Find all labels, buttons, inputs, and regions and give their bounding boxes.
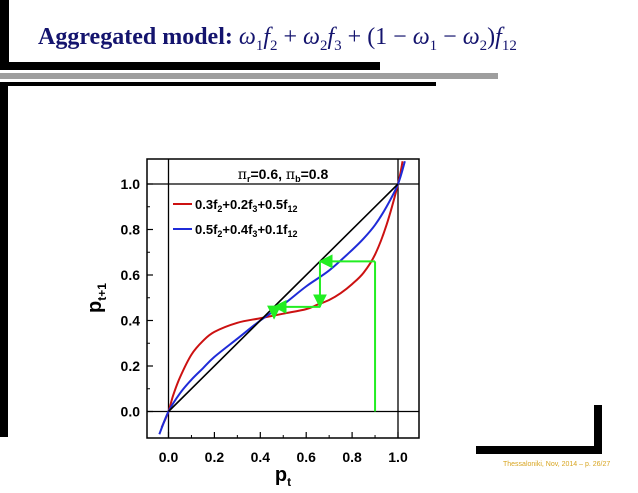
y-tick-label-5: 1.0 bbox=[121, 176, 141, 192]
y-tick-label-3: 0.6 bbox=[121, 267, 141, 283]
slide-title: Aggregated model: ω1f2 + ω2f3 + (1 − ω1 −… bbox=[38, 22, 618, 61]
series-line-red bbox=[160, 161, 404, 428]
legend: πr=0.6, πb=0.8 0.3f2+0.2f3+0.5f12 0.5f2+… bbox=[173, 166, 328, 239]
legend-title: πr=0.6, πb=0.8 bbox=[238, 166, 329, 184]
diagonal-line bbox=[167, 183, 399, 413]
title-formula: ω1f2 + ω2f3 + (1 − ω1 − ω2)f12 bbox=[238, 24, 517, 54]
x-axis-label: pt bbox=[275, 464, 291, 489]
x-tick-label-2: 0.4 bbox=[251, 449, 271, 465]
y-tick-label-4: 0.8 bbox=[121, 222, 141, 238]
frame-top-horizontal bbox=[0, 62, 380, 70]
x-tick-label-1: 0.2 bbox=[205, 449, 225, 465]
frame-left-vertical bbox=[0, 82, 8, 437]
legend-label-red: 0.3f2+0.2f3+0.5f12 bbox=[195, 197, 297, 214]
y-tick-label-0: 0.0 bbox=[121, 404, 141, 420]
y-axis-label: pt+1 bbox=[84, 283, 109, 313]
title-bold-text: Aggregated model: bbox=[38, 24, 233, 50]
frame-upper-rule bbox=[0, 82, 436, 86]
x-tick-label-3: 0.6 bbox=[296, 449, 316, 465]
y-tick-label-2: 0.4 bbox=[121, 313, 141, 329]
plot-area: 0.0 0.2 0.4 0.6 0.8 1.0 0.0 0.2 0.4 0.6 0.8 1.0 bbox=[121, 158, 420, 465]
y-tick-label-1: 0.2 bbox=[121, 358, 141, 374]
legend-label-blue: 0.5f2+0.4f3+0.1f12 bbox=[195, 222, 297, 239]
x-tick-label-4: 0.8 bbox=[342, 449, 362, 465]
x-tick-label-5: 1.0 bbox=[388, 449, 408, 465]
frame-bottom-right-horizontal bbox=[476, 446, 602, 454]
x-tick-label-0: 0.0 bbox=[159, 449, 179, 465]
frame-top-left-vertical bbox=[0, 0, 9, 70]
slide-footer: Thessaloniki, Nov, 2014 – p. 26/27 bbox=[503, 461, 611, 468]
frame-top-horizontal-grey bbox=[0, 73, 498, 79]
frame-bottom-right-vertical bbox=[594, 405, 602, 454]
